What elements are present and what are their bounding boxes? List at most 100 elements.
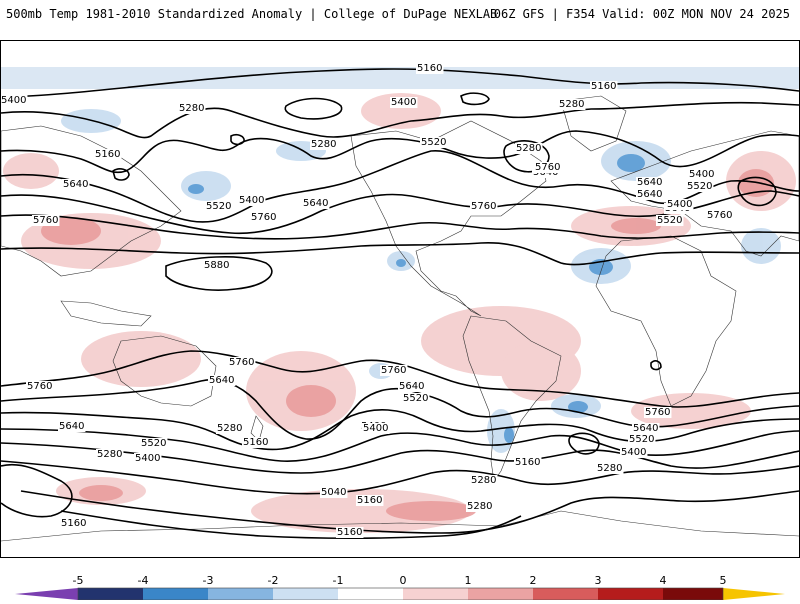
colorbar-high-arrow bbox=[723, 588, 785, 600]
contour-label: 5640 bbox=[637, 189, 662, 200]
contour-label-bg bbox=[398, 381, 426, 392]
colorbar-low-arrow bbox=[15, 588, 78, 600]
contour-label-bg bbox=[250, 212, 278, 223]
contour-label: 5760 bbox=[535, 162, 560, 173]
contour-label-bg bbox=[596, 463, 624, 474]
colorbar-tick-label: -3 bbox=[202, 574, 214, 587]
contour-label: 5760 bbox=[27, 381, 52, 392]
colorbar-segment bbox=[598, 588, 663, 600]
contour-label-bg bbox=[514, 457, 542, 468]
contour-label: 5520 bbox=[403, 393, 428, 404]
top-margin bbox=[1, 41, 799, 49]
colorbar-tick-label: -2 bbox=[267, 574, 279, 587]
map-panel[interactable]: 5160 5160 5280 5400 5280 5520 5280 5160 … bbox=[0, 40, 800, 558]
colorbar-tick-label: -1 bbox=[332, 574, 344, 587]
contour-label: 5760 bbox=[251, 212, 276, 223]
colorbar-segment bbox=[78, 588, 143, 600]
contour-label: 5400 bbox=[135, 453, 160, 464]
greenland-outline bbox=[560, 95, 627, 152]
strong-cold-anomaly-areas bbox=[188, 154, 645, 443]
colorbar-segment bbox=[468, 588, 533, 600]
contour-label: 5760 bbox=[645, 407, 670, 418]
contour-label: 5880 bbox=[204, 260, 229, 271]
south-america-outline bbox=[462, 315, 562, 482]
contour-label: 5520 bbox=[657, 215, 682, 226]
contour-label: 5160 bbox=[61, 518, 86, 529]
contour-label-bg bbox=[242, 437, 270, 448]
strong-warm-anomaly-areas bbox=[41, 169, 774, 521]
map-title: 500mb Temp 1981-2010 Standardized Anomal… bbox=[6, 7, 498, 21]
contour-label: 5160 bbox=[243, 437, 268, 448]
colorbar-segment bbox=[273, 588, 338, 600]
contour-label-bg bbox=[688, 169, 716, 180]
indonesia-outline bbox=[60, 300, 152, 327]
contour-label-bg bbox=[420, 137, 448, 148]
arctic-anomaly-band bbox=[1, 67, 799, 89]
colorbar-segment bbox=[143, 588, 208, 600]
antarctica-outline bbox=[1, 510, 799, 542]
contour-label: 5280 bbox=[97, 449, 122, 460]
contour-label-bg bbox=[628, 434, 656, 445]
contour-label-bg bbox=[336, 527, 364, 538]
contour-label-bg bbox=[636, 177, 664, 188]
contour-label: 5160 bbox=[337, 527, 362, 538]
contour-label-bg bbox=[228, 357, 256, 368]
contour-label-bg bbox=[644, 407, 672, 418]
colorbar-tick-label: 2 bbox=[529, 574, 537, 587]
contour-label-bg bbox=[216, 423, 244, 434]
colorbar-segment bbox=[338, 588, 403, 600]
contour-label-bg bbox=[515, 143, 543, 154]
contour-label: 5640 bbox=[63, 179, 88, 190]
contour-label-bg bbox=[178, 103, 206, 114]
contour-label-bg bbox=[310, 139, 338, 150]
asia-west-outline bbox=[1, 125, 182, 277]
colorbar-tick-label: 0 bbox=[399, 574, 407, 587]
contour-label-bg bbox=[390, 97, 418, 108]
contour-label-bg bbox=[203, 260, 231, 271]
contour-label: 5280 bbox=[559, 99, 584, 110]
contour-label-bg bbox=[534, 162, 562, 173]
contour-label: 5400 bbox=[363, 423, 388, 434]
contour-label-bg bbox=[302, 198, 330, 209]
contour-label-bg bbox=[32, 215, 60, 226]
colorbar-tick-label: 5 bbox=[719, 574, 727, 587]
contour-label-bg bbox=[140, 438, 168, 449]
contour-labels: 5160 5160 5280 5400 5280 5520 5280 5160 … bbox=[1, 63, 734, 538]
contour-label: 5280 bbox=[179, 103, 204, 114]
contour-label: 5160 bbox=[515, 457, 540, 468]
colorbar-tick-label: -5 bbox=[72, 574, 84, 587]
contour-label: 5400 bbox=[689, 169, 714, 180]
contour-label: 5520 bbox=[687, 181, 712, 192]
contour-label-bg bbox=[238, 195, 266, 206]
colorbar-segment bbox=[533, 588, 598, 600]
contour-label-bg bbox=[470, 475, 498, 486]
map-svg: 5160 5160 5280 5400 5280 5520 5280 5160 … bbox=[1, 41, 799, 542]
contour-label-bg bbox=[94, 149, 122, 160]
contour-label: 5400 bbox=[621, 447, 646, 458]
contour-label: 5760 bbox=[471, 201, 496, 212]
contour-label: 5520 bbox=[421, 137, 446, 148]
contour-label-bg bbox=[134, 453, 162, 464]
contour-label: 5400 bbox=[239, 195, 264, 206]
contour-label-bg bbox=[666, 199, 694, 210]
contour-label: 5760 bbox=[381, 365, 406, 376]
contour-label: 5040 bbox=[321, 487, 346, 498]
contour-label: 5640 bbox=[633, 423, 658, 434]
contour-label: 5400 bbox=[667, 199, 692, 210]
contour-label-bg bbox=[362, 423, 390, 434]
australia-outline bbox=[112, 335, 217, 407]
contour-label-bg bbox=[632, 423, 660, 434]
contour-label-bg bbox=[636, 189, 664, 200]
contour-label: 5280 bbox=[471, 475, 496, 486]
contour-label: 5520 bbox=[629, 434, 654, 445]
contour-label-bg bbox=[416, 63, 444, 74]
colorbar-tick-label: 3 bbox=[594, 574, 602, 587]
contour-label-bg bbox=[1, 95, 28, 106]
colorbar-tick-label: 4 bbox=[659, 574, 667, 587]
contour-label-bg bbox=[402, 393, 430, 404]
contour-label: 5280 bbox=[311, 139, 336, 150]
contour-label-bg bbox=[58, 421, 86, 432]
contour-label-bg bbox=[470, 201, 498, 212]
contour-label: 5160 bbox=[95, 149, 120, 160]
contour-label-bg bbox=[320, 487, 348, 498]
